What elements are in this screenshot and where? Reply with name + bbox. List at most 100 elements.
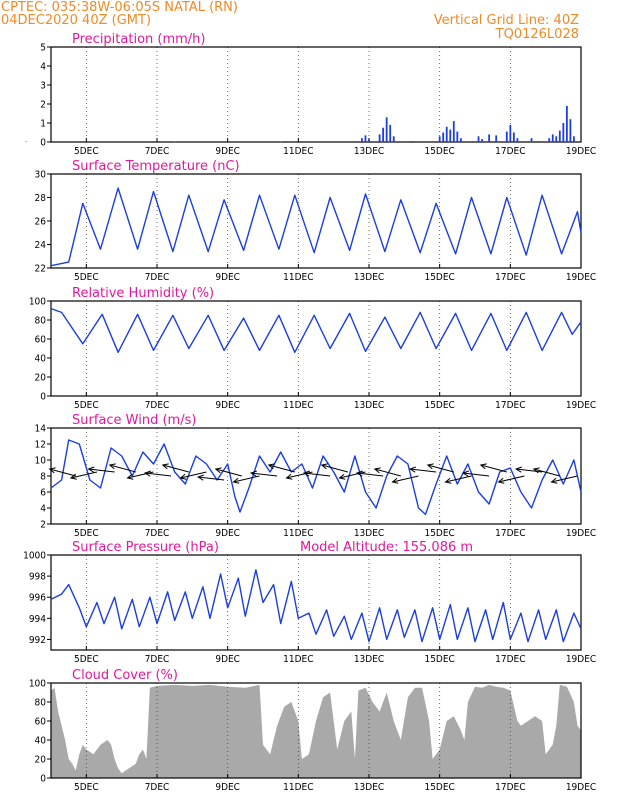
cloud-xtick-label: 15DEC [424,782,454,793]
rh-series-line [50,307,582,353]
wind-arrow [463,472,490,477]
wind-arrow [445,475,472,483]
wind-arrow-head [143,470,151,477]
pres-ytick-label: 996 [29,593,46,604]
precip-bar [516,138,519,142]
precip-bar [565,105,568,142]
wind-arrow-head [232,477,240,484]
rh-ytick-label: 80 [35,316,47,327]
wind-arrow [498,475,525,483]
precip-bar [512,132,515,142]
temp-frame [50,173,582,269]
cloud-ytick-label: 20 [35,755,47,766]
pres-panel: 992 994 996 998 1000 5DEC 7DEC 9DEC 11DEC 13DEC 15… [23,540,596,665]
cloud-xtick-label: 19DEC [566,782,596,793]
rh-xtick-label: 13DEC [354,400,384,411]
precip-bar [558,130,561,142]
wind-arrow [533,468,560,477]
temp-ytick-label: 22 [35,264,46,275]
precip-ytick-label: 2 [40,100,46,111]
wind-arrow [304,472,331,477]
precip-ytick-label: 4 [40,62,46,73]
temp-xtick-label: 11DEC [283,272,313,283]
wind-xtick-label: 15DEC [424,528,454,539]
precip-bar [505,131,508,142]
cloud-xtick-label: 7DEC [145,782,170,793]
wind-ytick-label: 8 [40,472,46,483]
precip-xtick-label: 5DEC [74,146,99,157]
station-header: CPTEC: 035:38W-06:05S NATAL (RN) [1,0,238,15]
wind-xtick-label: 7DEC [145,528,170,539]
pres-xtick-label: 11DEC [283,654,313,665]
cloud-frame [50,682,582,779]
temp-xtick-label: 9DEC [215,272,240,283]
wind-arrow-head [426,463,434,470]
rh-xtick-label: 7DEC [145,400,170,411]
precip-xtick-label: 17DEC [495,146,525,157]
temp-xtick-label: 13DEC [354,272,384,283]
pres-xtick-label: 9DEC [215,654,240,665]
precip-bar [368,139,370,142]
pres-ytick-label: 1000 [23,551,46,562]
cloud-ytick-label: 60 [35,717,47,728]
precip-bar [173,141,176,143]
wind-arrow [109,464,136,473]
precip-bar [25,141,28,143]
cloud-xtick-label: 13DEC [354,782,384,793]
precip-bar [509,124,512,142]
wind-arrow [480,464,507,473]
wind-arrow [162,464,189,473]
rh-title: Relative Humidity (%) [72,286,214,301]
wind-arrow [251,472,278,477]
wind-xtick-label: 13DEC [354,528,384,539]
wind-arrow [357,472,384,477]
cloud-xtick-label: 5DEC [74,782,99,793]
wind-arrow [516,468,543,473]
precip-bar [385,117,388,142]
wind-arrow [198,476,225,481]
temp-xtick-label: 17DEC [495,272,525,283]
temp-title: Surface Temperature (nC) [72,159,240,174]
precip-bar [537,141,540,142]
wind-arrow [427,464,454,473]
precip-ytick-label: 0 [40,138,46,149]
rh-xtick-label: 19DEC [566,400,596,411]
wind-arrow-head [550,477,558,484]
pres-subtitle: Model Altitude: 155.086 m [300,540,473,555]
precip-bar [378,134,381,142]
cloud-title: Cloud Cover (%) [72,668,178,683]
grid-line-note: Vertical Grid Line: 40Z [434,13,579,28]
temp-xtick-label: 19DEC [566,272,596,283]
temp-xtick-label: 7DEC [145,272,170,283]
precip-xtick-label: 19DEC [566,146,596,157]
wind-arrow-head [126,473,134,480]
rh-xtick-label: 5DEC [74,400,99,411]
rh-ytick-label: 100 [29,297,46,308]
precip-bar [456,131,459,142]
precip-ytick-label: 3 [40,81,46,92]
pres-ytick-label: 994 [29,614,46,625]
precip-xtick-label: 11DEC [283,146,313,157]
pres-xtick-label: 19DEC [566,654,596,665]
wind-arrow-head [249,470,257,477]
precip-bar [361,138,363,142]
wind-arrow [392,475,419,483]
cloud-ytick-label: 40 [35,736,47,747]
wind-arrow [374,468,401,477]
pres-xtick-label: 17DEC [495,654,525,665]
precip-bar [551,134,554,142]
model-id: TQ0126L028 [495,27,579,42]
temp-ytick-label: 26 [35,217,47,228]
wind-arrow-head [532,467,540,474]
rh-xtick-label: 9DEC [215,400,240,411]
wind-series-line [50,439,582,516]
rh-panel: 0 20 40 60 80 100 5DEC 7DEC 9DEC 11DEC 13DEC 15DEC 1… [29,286,596,411]
cloud-panel: 0 20 40 60 80 100 5DEC 7DEC 9DEC 11DEC 13DEC 15DEC 1… [29,668,596,793]
precip-frame [50,46,582,143]
precip-bar [548,138,551,142]
wind-arrow-head [461,470,469,477]
wind-arrow [321,464,348,473]
wind-arrow-head [87,466,95,473]
precip-bar [477,136,480,142]
wind-xtick-label: 11DEC [283,528,313,539]
